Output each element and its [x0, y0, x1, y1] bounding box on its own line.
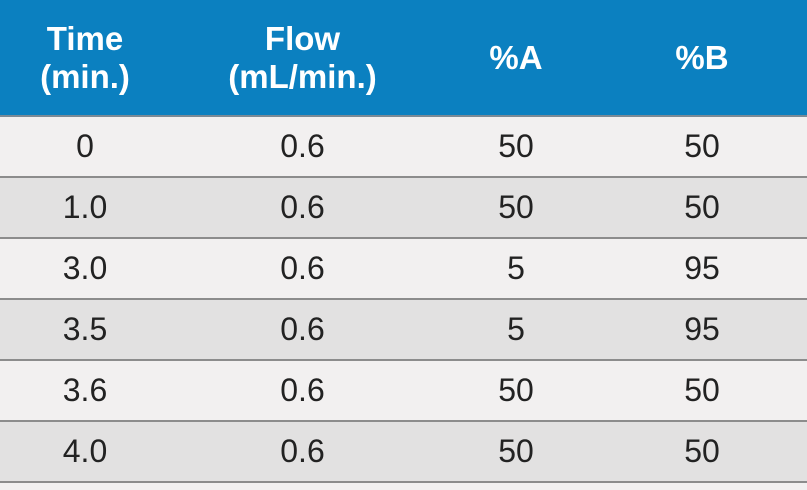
table-cell: 50 [435, 360, 597, 422]
table-cell: 95 [597, 238, 807, 300]
table-cell: 5 [435, 299, 597, 361]
table-row: 3.0 0.6 5 95 [0, 238, 807, 300]
table-cell: 5 [435, 238, 597, 300]
table-cell: 0.6 [170, 238, 435, 300]
header-cell: Time (min.) [0, 0, 170, 117]
table-cell: 0.6 [170, 299, 435, 361]
header-cell: %B [597, 0, 807, 117]
header-text: (min.) [40, 57, 130, 95]
table-cell: 0.6 [170, 116, 435, 178]
table-cell: 0.6 [170, 360, 435, 422]
table-cell: 0 [0, 116, 170, 178]
header-cell: Flow (mL/min.) [170, 0, 435, 117]
table-cell: 50 [597, 421, 807, 483]
table-cell: 4.0 [0, 421, 170, 483]
table-cell: 3.0 [0, 238, 170, 300]
table-header: Time (min.) Flow (mL/min.) %A %B [0, 0, 807, 117]
table-cell: 3.5 [0, 299, 170, 361]
header-row: Time (min.) Flow (mL/min.) %A %B [0, 0, 807, 117]
table-cell: 50 [435, 421, 597, 483]
table-cell: 50 [435, 177, 597, 239]
table-row: 3.6 0.6 50 50 [0, 360, 807, 422]
table-row: 4.0 0.6 50 50 [0, 421, 807, 483]
table-row: 1.0 0.6 50 50 [0, 177, 807, 239]
header-text: Time [46, 19, 124, 57]
header-cell: %A [435, 0, 597, 117]
table-body: 0 0.6 50 50 1.0 0.6 50 50 3.0 0.6 5 95 3.5 0.6 5 95 3.6 0… [0, 116, 807, 483]
table-cell: 50 [597, 177, 807, 239]
table-cell: 50 [597, 116, 807, 178]
table-row: 0 0.6 50 50 [0, 116, 807, 178]
header-text: (mL/min.) [228, 57, 377, 95]
table-cell: 95 [597, 299, 807, 361]
header-text: Flow [264, 19, 341, 57]
table-cell: 3.6 [0, 360, 170, 422]
table-row: 3.5 0.6 5 95 [0, 299, 807, 361]
header-text: %A [489, 38, 543, 76]
table-cell: 50 [435, 116, 597, 178]
table-cell: 0.6 [170, 421, 435, 483]
header-text: %B [675, 38, 729, 76]
table-cell: 0.6 [170, 177, 435, 239]
table-cell: 50 [597, 360, 807, 422]
table-cell: 1.0 [0, 177, 170, 239]
